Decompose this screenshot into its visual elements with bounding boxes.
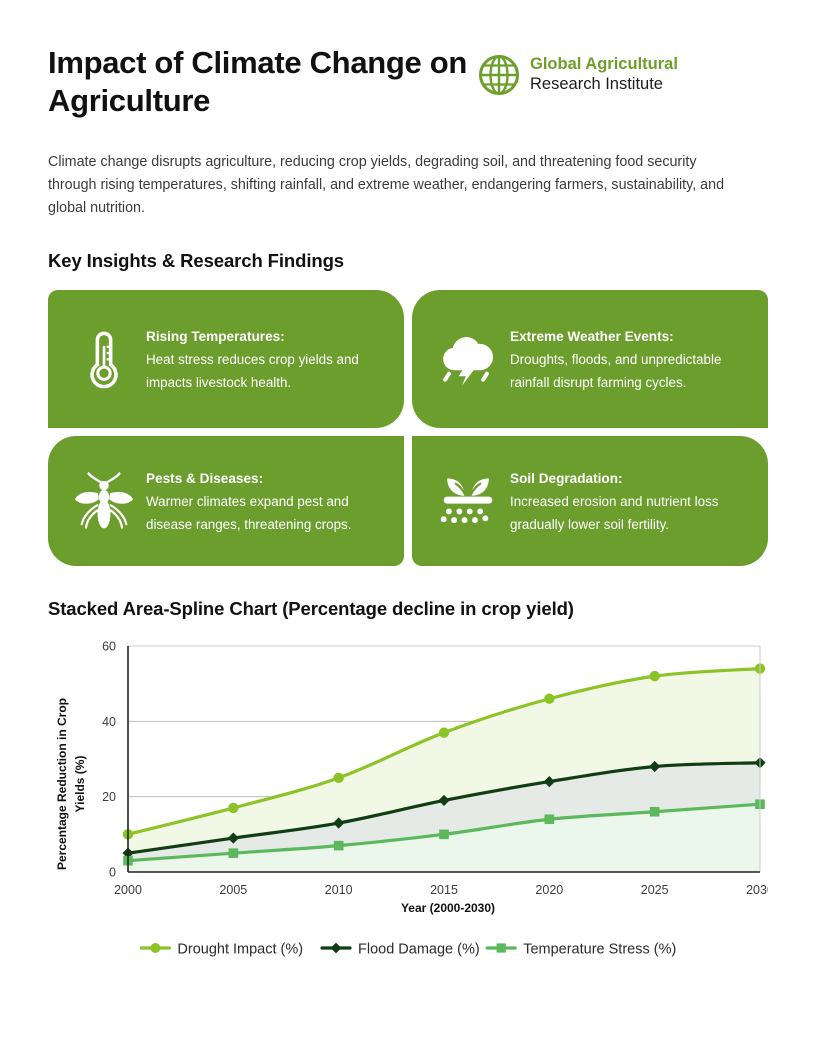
insight-card-text: Extreme Weather Events: Droughts, floods… [510,325,752,394]
legend-marker [496,943,506,953]
area-spline-chart: Percentage Reduction in Crop Yields (%) … [48,634,768,974]
x-tick-label: 2030 [746,883,768,897]
storm-cloud-icon [426,332,510,387]
x-axis-title: Year (2000-2030) [401,901,495,915]
insight-card-description: Heat stress reduces crop yields and impa… [146,351,359,391]
x-tick-label: 2010 [325,883,353,897]
legend-label: Temperature Stress (%) [523,942,676,958]
header: Impact of Climate Change on Agriculture … [48,44,768,121]
legend-item[interactable]: Drought Impact (%) [139,942,303,958]
chart-data-point [333,817,345,829]
x-tick-label: 2005 [219,883,247,897]
insight-card-pests-diseases: Pests & Diseases: Warmer climates expand… [48,436,404,567]
y-axis-ticks: 0 20 40 60 [102,640,116,880]
y-tick-label: 20 [102,791,116,805]
chart-data-point [544,814,555,825]
logo-line-1: Global Agricultural [530,55,678,74]
y-tick-label: 0 [109,866,116,880]
insights-heading: Key Insights & Research Findings [48,250,344,272]
insight-card-description: Droughts, floods, and unpredictable rain… [510,351,722,391]
insight-card-text: Pests & Diseases: Warmer climates expand… [146,467,388,536]
chart-data-point [649,671,660,682]
legend-label: Drought Impact (%) [177,942,303,958]
legend-label: Flood Damage (%) [358,942,480,958]
chart-data-point [649,807,660,817]
y-tick-label: 40 [102,715,116,729]
chart-data-point [228,803,239,814]
y-axis-title: Percentage Reduction in Crop Yields (%) [55,698,87,870]
sprout-soil-icon [426,473,510,529]
chart-legend: Drought Impact (%) Flood Damage (%) Temper… [139,942,676,958]
chart-data-point [543,776,555,788]
chart-data-point [438,727,450,739]
legend-item[interactable]: Flood Damage (%) [320,942,480,958]
globe-icon [478,54,520,96]
chart-heading: Stacked Area-Spline Chart (Percentage de… [48,598,574,620]
legend-marker [330,942,342,954]
insight-card-title: Soil Degradation: [510,470,623,486]
chart-data-point [333,772,344,784]
x-tick-label: 2000 [114,883,142,897]
chart-data-point [333,841,344,851]
chart-frame [127,645,761,874]
x-tick-label: 2015 [430,883,458,897]
insight-card-text: Rising Temperatures: Heat stress reduces… [146,325,388,394]
insight-card-title: Pests & Diseases: [146,470,264,486]
subtitle-paragraph: Climate change disrupts agriculture, red… [48,153,725,217]
insight-card-extreme-weather: Extreme Weather Events: Droughts, floods… [412,290,768,429]
insect-icon [62,471,146,531]
logo: Global Agricultural Research Institute [478,54,768,96]
chart-markers [122,663,766,866]
svg-text:Percentage Reduction in Crop: Percentage Reduction in Crop [55,698,69,870]
insight-card-soil-degradation: Soil Degradation: Increased erosion and … [412,436,768,567]
legend-marker [150,943,161,954]
insight-card-description: Increased erosion and nutrient loss grad… [510,493,719,533]
x-axis-ticks: 2000 2005 2010 2015 2020 2025 2030 [114,883,768,897]
thermometer-icon [62,328,146,390]
page-title: Impact of Climate Change on Agriculture [48,45,468,119]
insight-card-title: Extreme Weather Events: [510,328,674,344]
chart-data-point [228,848,239,859]
legend-item[interactable]: Temperature Stress (%) [485,942,676,958]
insight-card-rising-temperatures: Rising Temperatures: Heat stress reduces… [48,290,404,429]
x-tick-label: 2025 [641,883,669,897]
chart-data-point [544,693,555,705]
chart-areas [128,668,760,873]
x-tick-label: 2020 [535,883,563,897]
insight-cards: Rising Temperatures: Heat stress reduces… [48,290,768,567]
logo-line-2: Research Institute [530,75,663,93]
y-tick-label: 60 [102,640,116,654]
insight-card-title: Rising Temperatures: [146,328,285,344]
insight-card-description: Warmer climates expand pest and disease … [146,493,352,533]
insight-card-text: Soil Degradation: Increased erosion and … [510,467,752,536]
chart-data-point [649,761,661,773]
svg-text:Yields (%): Yields (%) [73,756,87,813]
chart-data-point [439,829,449,840]
